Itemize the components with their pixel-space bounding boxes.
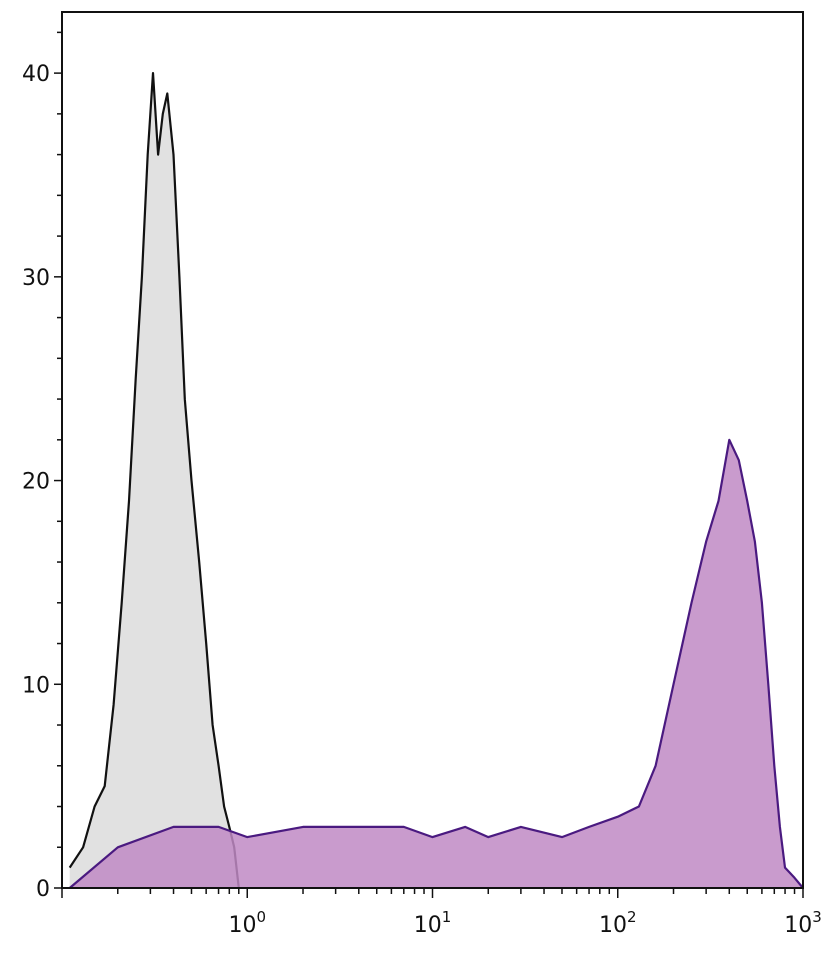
x-tick-exponent: 3 [812, 908, 822, 926]
series-1-fill [69, 73, 239, 889]
x-tick-label: 100 [228, 908, 266, 938]
x-tick-label: 103 [784, 908, 822, 938]
y-tick-label: 30 [22, 266, 50, 291]
y-tick-label: 20 [22, 470, 50, 495]
y-tick-label: 10 [22, 673, 50, 698]
series-layer [68, 72, 804, 889]
y-tick-label: 40 [22, 62, 50, 87]
y-tick-label: 0 [36, 877, 50, 902]
y-axis: 0 10 20 30 40 [22, 31, 62, 902]
x-axis: 100 101 102 103 [61, 888, 822, 938]
series-1-line [68, 72, 240, 889]
x-tick-exponent: 0 [256, 908, 266, 926]
series-2-line [68, 438, 804, 889]
series-2-fill [69, 439, 803, 888]
x-tick-exponent: 2 [627, 908, 637, 926]
x-tick-label: 102 [599, 908, 637, 938]
x-tick-label: 101 [414, 908, 452, 938]
x-tick-exponent: 1 [442, 908, 452, 926]
